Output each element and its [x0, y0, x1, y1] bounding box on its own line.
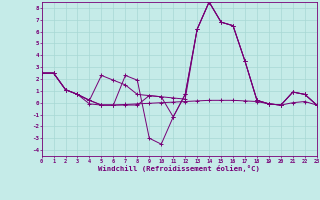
X-axis label: Windchill (Refroidissement éolien,°C): Windchill (Refroidissement éolien,°C)	[98, 165, 260, 172]
